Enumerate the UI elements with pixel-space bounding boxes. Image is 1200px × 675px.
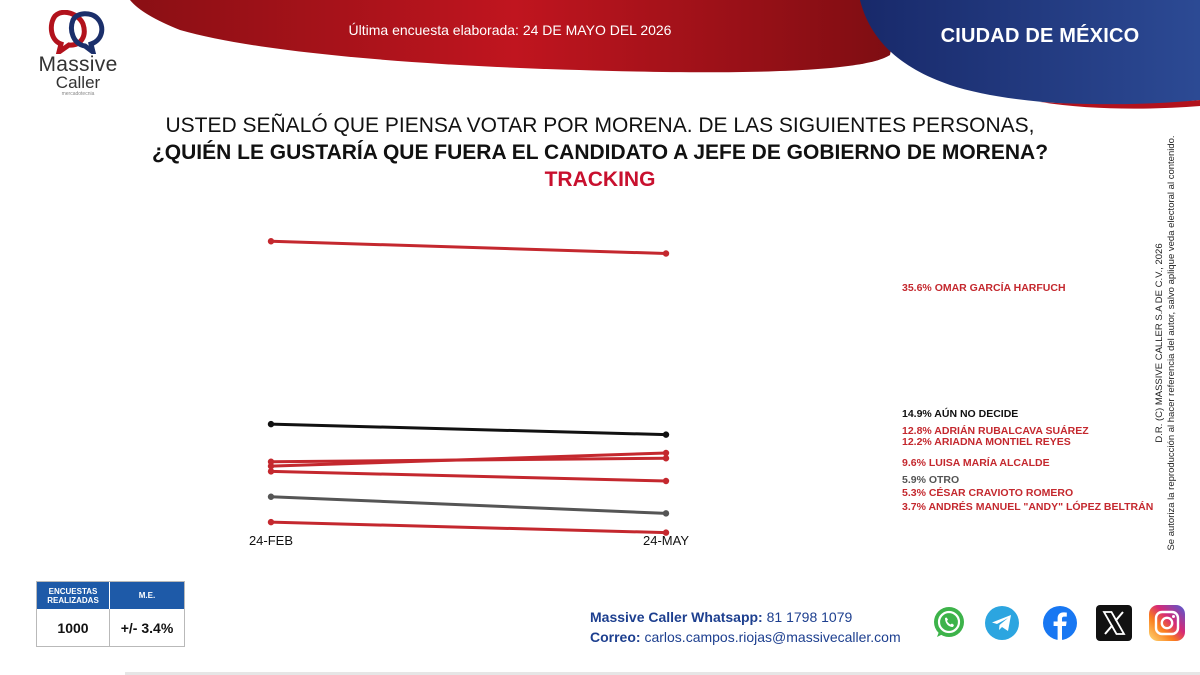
stats-value-surveys: 1000	[37, 609, 110, 646]
series-label-3: 12.2% ARIADNA MONTIEL REYES	[902, 436, 1071, 448]
series-label-6: 5.3% CÉSAR CRAVIOTO ROMERO	[902, 486, 1073, 499]
x-tick-label-1: 24-MAY	[643, 533, 689, 548]
contact-whatsapp: Massive Caller Whatsapp: 81 1798 1079	[590, 607, 920, 627]
footer-divider	[125, 672, 1200, 675]
whatsapp-label: Massive Caller Whatsapp:	[590, 609, 763, 625]
series-line-3	[270, 456, 667, 464]
data-point-1-0	[267, 420, 275, 428]
x-tick-label-0: 24-FEB	[249, 533, 293, 548]
survey-stats-table: ENCUESTAS REALIZADAS M.E. 1000 +/- 3.4%	[36, 581, 185, 647]
copyright-line-1: D.R. (C) MASSIVE CALLER S.A DE C.V., 202…	[1154, 243, 1165, 443]
massive-caller-logo: Massive Caller mercadotecnia	[28, 10, 128, 100]
copyright-line-2: Se autoriza la reproducción al hacer ref…	[1166, 135, 1177, 551]
copyright-notice: D.R. (C) MASSIVE CALLER S.A DE C.V., 202…	[1154, 118, 1194, 568]
data-point-6-1	[662, 529, 670, 536]
stats-header-margin: M.E.	[138, 591, 156, 600]
series-label-1: 14.9% AÚN NO DECIDE	[902, 407, 1018, 420]
whatsapp-icon[interactable]	[930, 604, 968, 642]
stats-value-margin: +/- 3.4%	[120, 619, 174, 636]
region-title: CIUDAD DE MÉXICO	[940, 25, 1140, 47]
email-address[interactable]: carlos.campos.riojas@massivecaller.com	[644, 629, 901, 645]
data-point-2-0	[267, 462, 275, 470]
series-label-2: 12.8% ADRIÁN RUBALCAVA SUÁREZ	[902, 424, 1089, 437]
series-line-5	[270, 495, 667, 515]
series-line-4	[270, 469, 667, 483]
logo-word-caller: Caller	[55, 73, 101, 92]
data-point-3-0	[267, 458, 275, 465]
data-point-5-1	[662, 510, 670, 517]
series-line-2	[270, 451, 667, 468]
header-banner	[130, 0, 1200, 109]
question-line-2: ¿QUIÉN LE GUSTARÍA QUE FUERA EL CANDIDAT…	[151, 141, 1049, 164]
series-label-4: 9.6% LUISA MARÍA ALCALDE	[902, 456, 1050, 469]
data-point-4-0	[267, 468, 275, 475]
logo-mark-icon	[48, 10, 105, 54]
data-point-0-0	[267, 238, 275, 245]
tracking-label: TRACKING	[544, 168, 656, 191]
logo-word-massive: Massive	[38, 53, 118, 76]
series-label-5: 5.9% OTRO	[902, 474, 959, 486]
question-line-1: USTED SEÑALÓ QUE PIENSA VOTAR POR MORENA…	[165, 114, 1035, 137]
facebook-icon[interactable]	[1041, 604, 1079, 642]
instagram-icon[interactable]	[1148, 604, 1186, 642]
series-label-0: 35.6% OMAR GARCÍA HARFUCH	[902, 281, 1066, 294]
x-icon[interactable]	[1095, 604, 1133, 642]
series-line-1	[270, 422, 667, 437]
contact-info: Massive Caller Whatsapp: 81 1798 1079 Co…	[590, 607, 920, 647]
series-line-6	[270, 520, 667, 535]
data-point-6-0	[267, 518, 275, 526]
data-point-4-1	[662, 477, 670, 485]
survey-date: Última encuesta elaborada: 24 DE MAYO DE…	[348, 22, 672, 38]
data-point-3-1	[662, 455, 670, 462]
series-line-0	[270, 239, 667, 255]
stats-header-surveys: ENCUESTAS REALIZADAS	[37, 582, 110, 609]
logo-tagline: mercadotecnia	[61, 91, 95, 97]
telegram-icon[interactable]	[983, 604, 1021, 642]
data-point-5-0	[267, 493, 275, 500]
whatsapp-number[interactable]: 81 1798 1079	[766, 609, 853, 625]
email-label: Correo:	[590, 629, 641, 645]
series-label-7: 3.7% ANDRÉS MANUEL "ANDY" LÓPEZ BELTRÁN	[902, 500, 1153, 513]
contact-email: Correo: carlos.campos.riojas@massivecall…	[590, 627, 920, 647]
data-point-2-1	[662, 449, 670, 457]
data-point-1-1	[662, 431, 670, 438]
data-point-0-1	[662, 250, 670, 257]
